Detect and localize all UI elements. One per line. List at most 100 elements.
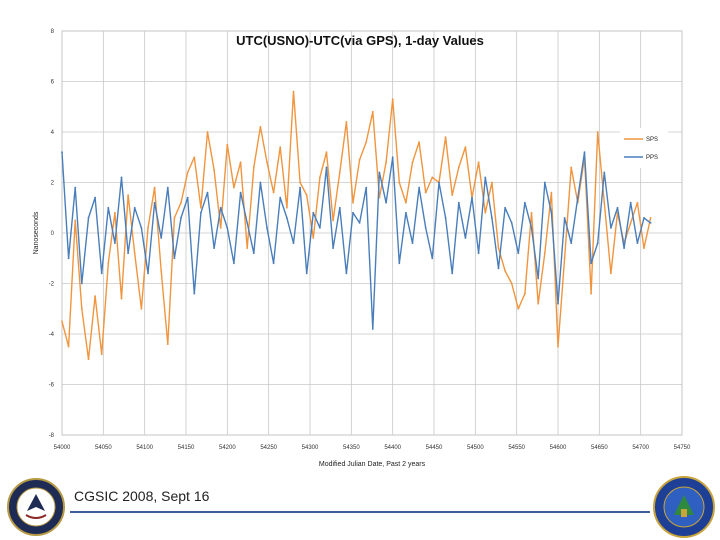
data-point-sps [557, 345, 559, 348]
data-point-pps [623, 247, 625, 250]
data-point-sps [398, 181, 401, 184]
data-point-sps [510, 282, 513, 285]
data-point-pps [67, 257, 70, 260]
data-point-sps [200, 206, 202, 209]
data-point-pps [411, 242, 414, 245]
data-point-sps [61, 320, 63, 323]
data-point-sps [114, 211, 116, 214]
data-point-pps [418, 186, 420, 189]
x-tick-label: 54100 [136, 445, 153, 451]
data-point-sps [590, 292, 592, 295]
data-point-pps [186, 196, 189, 199]
data-point-sps [405, 201, 407, 204]
y-tick-label: -6 [49, 383, 55, 389]
data-point-pps [636, 242, 639, 245]
data-point-pps [332, 247, 334, 250]
data-point-sps [484, 211, 487, 214]
data-point-pps [398, 262, 401, 265]
data-point-sps [292, 90, 295, 93]
data-point-pps [543, 181, 546, 184]
data-point-pps [365, 186, 368, 189]
data-point-pps [74, 186, 77, 189]
x-axis-label: Modified Julian Date, Past 2 years [319, 461, 426, 468]
data-point-pps [226, 227, 229, 229]
data-point-sps [107, 262, 110, 265]
data-point-pps [616, 206, 619, 209]
data-point-sps [431, 176, 434, 179]
data-point-pps [252, 252, 255, 255]
data-point-pps [537, 277, 540, 280]
data-point-sps [286, 206, 288, 209]
data-point-sps [391, 98, 394, 101]
x-tick-label: 54500 [467, 445, 484, 451]
data-point-pps [319, 227, 321, 229]
data-point-pps [133, 206, 136, 209]
x-tick-label: 54450 [426, 445, 443, 451]
data-point-sps [319, 176, 321, 179]
data-point-sps [649, 217, 652, 219]
data-point-sps [120, 297, 123, 300]
data-point-sps [252, 166, 255, 169]
data-point-pps [643, 217, 645, 219]
x-tick-label: 54300 [302, 445, 319, 451]
data-point-sps [365, 141, 368, 144]
data-point-sps [371, 110, 374, 113]
data-point-pps [213, 247, 216, 250]
data-point-pps [193, 292, 196, 295]
y-tick-label: -4 [49, 332, 55, 338]
data-point-sps [358, 158, 361, 161]
y-tick-label: 6 [51, 80, 55, 86]
data-point-pps [451, 272, 454, 275]
data-point-pps [484, 176, 487, 179]
data-point-pps [173, 257, 176, 260]
data-point-pps [352, 211, 354, 214]
data-point-sps [345, 121, 348, 123]
data-point-sps [636, 201, 639, 204]
data-point-pps [94, 196, 96, 199]
data-point-pps [583, 151, 586, 154]
legend-sps-label: SPS [646, 137, 658, 143]
data-point-sps [352, 201, 354, 204]
data-point-pps [378, 171, 381, 174]
y-tick-label: 2 [51, 181, 55, 187]
data-point-pps [272, 262, 275, 265]
data-point-pps [120, 176, 123, 179]
data-point-pps [140, 227, 143, 229]
data-point-pps [239, 191, 242, 194]
data-point-sps [233, 186, 235, 189]
data-point-sps [226, 143, 229, 146]
data-point-sps [180, 201, 182, 204]
data-point-sps [517, 307, 520, 310]
x-tick-label: 54550 [508, 445, 525, 451]
data-point-sps [537, 302, 540, 305]
data-point-pps [530, 227, 533, 229]
data-point-sps [596, 131, 599, 133]
data-point-pps [497, 267, 500, 270]
data-point-sps [457, 166, 460, 169]
data-point-pps [444, 217, 447, 219]
data-point-pps [206, 191, 209, 194]
data-point-sps [100, 353, 103, 356]
data-point-pps [286, 217, 288, 219]
data-point-sps [87, 358, 90, 361]
data-point-pps [570, 242, 573, 245]
data-point-sps [147, 227, 149, 229]
chart-title: UTC(USNO)-UTC(via GPS), 1-day Values [236, 33, 484, 48]
data-point-sps [160, 270, 163, 272]
data-point-pps [477, 252, 480, 255]
data-point-pps [649, 222, 652, 224]
observatory-seal-icon [653, 476, 715, 538]
x-tick-label: 54000 [54, 445, 71, 451]
data-point-sps [325, 151, 328, 154]
data-point-sps [259, 126, 262, 128]
data-point-pps [153, 201, 156, 204]
data-point-pps [180, 217, 182, 219]
data-point-pps [127, 252, 129, 255]
x-axis-ticks: 54000 54050 54100 54150 54200 54250 54300 54350… [54, 445, 691, 451]
legend-box [620, 128, 668, 168]
data-point-sps [80, 307, 83, 310]
data-point-sps [643, 247, 645, 250]
data-point-pps [504, 206, 506, 209]
data-point-pps [464, 237, 467, 239]
data-point-pps [603, 171, 606, 174]
